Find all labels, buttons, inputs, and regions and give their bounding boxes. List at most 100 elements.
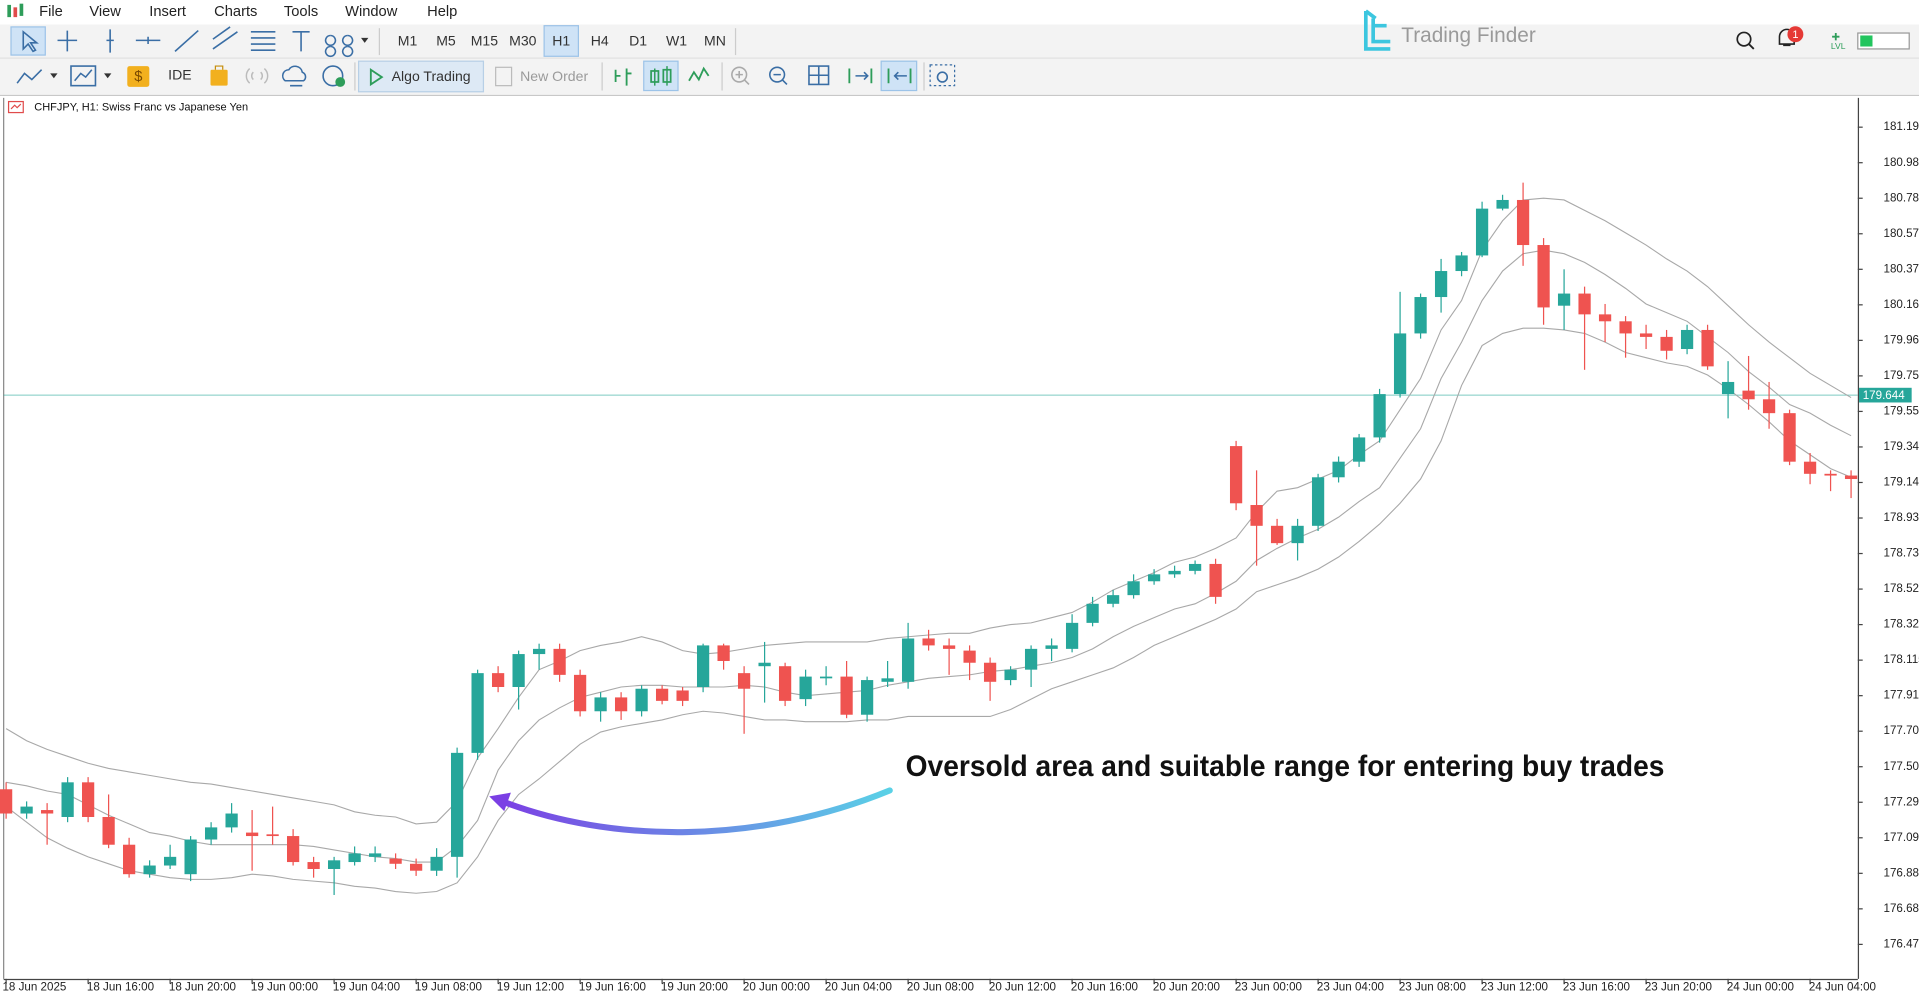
shift-icon-arrow[interactable]: [855, 71, 869, 81]
timeframe-button[interactable]: MN: [704, 32, 726, 48]
menu-item[interactable]: Tools: [284, 4, 318, 20]
channel-icon[interactable]: [212, 26, 238, 50]
band-line: [5, 327, 1852, 894]
dropdown-arrow[interactable]: [50, 73, 58, 79]
logo-text: Trading Finder: [1401, 24, 1536, 47]
timeframe-active[interactable]: [543, 25, 580, 57]
line-icon[interactable]: [688, 66, 710, 82]
new-order-label[interactable]: New Order: [520, 68, 588, 84]
vertical-line-icon[interactable]: [106, 29, 114, 53]
y-tick-label: 177.090: [1884, 831, 1919, 844]
menu-item[interactable]: Help: [427, 4, 457, 20]
line-chart-icon[interactable]: [16, 69, 43, 84]
candle-body: [286, 836, 300, 863]
logo: [1363, 9, 1391, 51]
algo-trading-icon[interactable]: [369, 68, 384, 87]
screenshot-lens[interactable]: [936, 71, 949, 83]
y-tick-label: 180.780: [1884, 191, 1919, 204]
new-order-icon[interactable]: [495, 66, 513, 87]
menu-bar: [0, 0, 1919, 25]
candle-body: [1639, 333, 1653, 337]
toolbar: [0, 24, 1919, 96]
cursor-button[interactable]: [10, 26, 46, 56]
candles-icon-body[interactable]: [650, 70, 660, 83]
candle-body: [1762, 399, 1776, 414]
candle-body: [266, 834, 279, 837]
notification-badge[interactable]: [1787, 26, 1804, 43]
dropdown-arrow[interactable]: [361, 37, 369, 43]
signals-icon-handle[interactable]: [214, 65, 224, 70]
menu-item[interactable]: File: [39, 4, 63, 20]
candle-body: [1434, 271, 1448, 298]
globe-badge[interactable]: [335, 77, 346, 87]
ide-button[interactable]: IDE: [168, 67, 191, 83]
candle-body: [553, 648, 566, 675]
crosshair-icon[interactable]: [57, 30, 78, 52]
broadcast-icon[interactable]: [245, 67, 269, 84]
search-icon[interactable]: [1736, 31, 1752, 47]
menu-item[interactable]: Charts: [214, 4, 257, 20]
text-tool-icon[interactable]: [292, 31, 310, 52]
signals-icon[interactable]: [210, 69, 228, 86]
menu-item[interactable]: Insert: [149, 4, 186, 20]
menu-item[interactable]: Window: [345, 4, 398, 20]
timeframe-button[interactable]: M5: [436, 32, 456, 48]
candle-body: [0, 789, 13, 814]
candle-body: [1455, 255, 1468, 272]
zoom-out-icon[interactable]: [769, 66, 786, 83]
timeframe-button[interactable]: W1: [666, 32, 687, 48]
screenshot-icon[interactable]: [929, 64, 956, 87]
candle-body: [635, 688, 648, 712]
candles-icon-body[interactable]: [662, 68, 672, 83]
indicators-icon[interactable]: [70, 65, 97, 87]
candle-body: [1393, 333, 1407, 395]
zoom-in-icon-handle[interactable]: [735, 70, 750, 85]
candle-body: [348, 853, 361, 863]
zoom-in-icon[interactable]: [731, 66, 748, 83]
y-tick-label: 177.500: [1884, 760, 1919, 773]
vps-icon[interactable]: [281, 65, 307, 87]
market-icon[interactable]: [127, 66, 150, 87]
candle-body: [1024, 648, 1038, 670]
timeframe-button[interactable]: M15: [471, 32, 499, 48]
y-tick-label: 178.730: [1884, 547, 1919, 560]
trendline-icon[interactable]: [174, 29, 199, 52]
timeframe-button[interactable]: H4: [591, 32, 609, 48]
y-tick-label: 179.345: [1884, 440, 1919, 453]
candle-body: [1803, 461, 1817, 474]
candle-body: [1045, 645, 1058, 649]
timeframe-button[interactable]: H1: [552, 32, 570, 48]
autoscroll-icon-arrow[interactable]: [893, 71, 907, 81]
cursor-icon[interactable]: [22, 30, 39, 53]
timeframe-button[interactable]: D1: [629, 32, 647, 48]
shift-icon[interactable]: [848, 68, 873, 84]
horizontal-line-icon[interactable]: [135, 36, 161, 45]
shapes-icon[interactable]: [324, 34, 354, 57]
candle-body: [1824, 473, 1837, 476]
candle-body: [1783, 413, 1796, 462]
zoom-out-icon-handle[interactable]: [773, 73, 788, 85]
algo-trading-label[interactable]: Algo Trading: [392, 68, 471, 84]
candle-body: [1209, 563, 1222, 597]
candle-body: [1250, 505, 1263, 526]
indicators-icon-line[interactable]: [74, 69, 93, 82]
globe-icon[interactable]: [322, 65, 344, 87]
timeframe-button[interactable]: M1: [398, 32, 418, 48]
bar-chart-icon[interactable]: [614, 68, 632, 86]
notification-count[interactable]: 1: [1792, 29, 1798, 41]
candles-button[interactable]: [643, 60, 679, 92]
candle-body: [819, 676, 833, 679]
market-icon-glyph[interactable]: $: [134, 69, 142, 85]
autoscroll-icon[interactable]: [887, 68, 912, 84]
x-tick-label: 19 Jun 00:00: [251, 980, 318, 993]
x-tick-label: 18 Jun 20:00: [169, 980, 236, 993]
candle-body: [245, 832, 259, 837]
dropdown-arrow[interactable]: [104, 73, 112, 79]
candle-body: [1332, 461, 1345, 478]
search-icon-handle[interactable]: [1748, 43, 1755, 50]
timeframe-button[interactable]: M30: [509, 32, 537, 48]
annotation-text: Oversold area and suitable range for ent…: [906, 750, 1665, 783]
tile-icon-grid[interactable]: [808, 66, 829, 85]
fibonacci-icon[interactable]: [250, 31, 276, 51]
menu-item[interactable]: View: [89, 4, 121, 20]
